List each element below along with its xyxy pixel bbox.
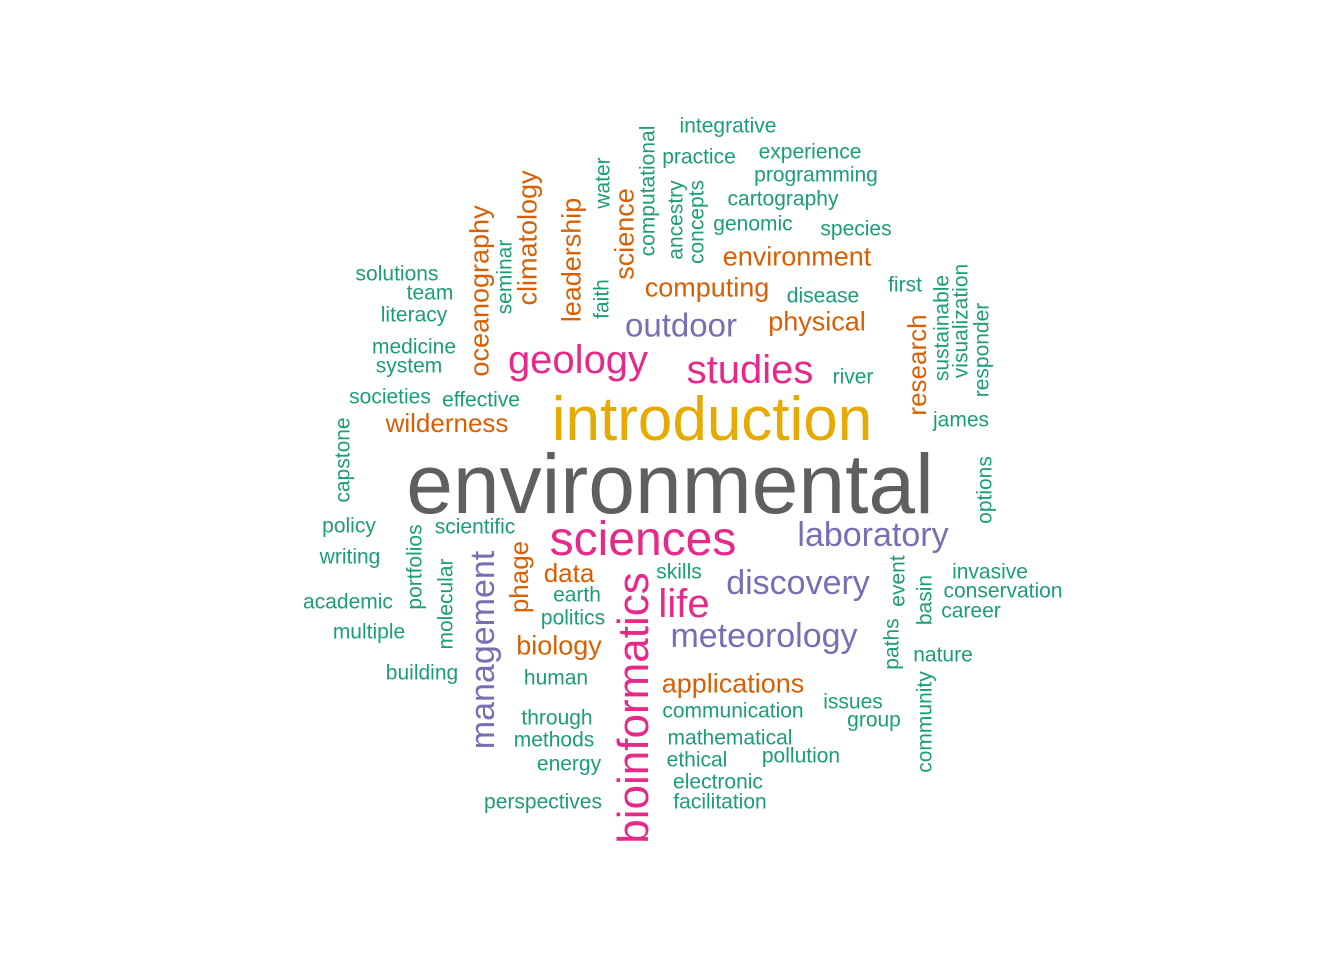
word-sciences: sciences [549,513,737,566]
word-visualization: visualization [949,263,973,379]
word-issues: issues [823,690,883,714]
word-pollution: pollution [761,744,841,768]
word-mathematical: mathematical [667,726,793,750]
word-research: research [902,314,932,416]
word-communication: communication [662,699,804,723]
word-applications: applications [661,668,805,699]
word-system: system [375,354,443,378]
word-water: water [591,157,615,209]
word-programming: programming [754,163,878,187]
word-responder: responder [970,302,994,398]
word-earth: earth [553,583,601,607]
word-capstone: capstone [331,417,355,503]
word-team: team [406,281,454,305]
word-literacy: literacy [380,303,448,327]
word-energy: energy [536,752,602,776]
word-first: first [888,273,922,297]
word-facilitation: facilitation [673,790,767,814]
word-discovery: discovery [726,564,870,602]
word-career: career [941,599,1001,623]
word-policy: policy [322,514,376,538]
word-ancestry: ancestry [664,180,688,260]
word-methods: methods [513,728,595,752]
word-societies: societies [349,385,431,409]
word-medicine: medicine [371,335,457,359]
word-invasive: invasive [952,560,1028,584]
word-river: river [832,365,874,389]
word-human: human [523,666,589,690]
word-species: species [820,217,892,241]
word-concepts: concepts [685,179,709,265]
word-wilderness: wilderness [385,408,509,438]
word-studies: studies [686,348,814,392]
word-seminar: seminar [493,239,517,315]
word-environmental: environmental [406,437,934,531]
word-group: group [847,708,901,732]
word-solutions: solutions [355,262,439,286]
word-writing: writing [319,545,381,569]
word-options: options [973,456,997,524]
word-event: event [886,555,910,607]
word-conservation: conservation [943,579,1063,603]
word-building: building [385,661,459,685]
word-paths: paths [880,618,904,670]
word-bioinformatics: bioinformatics [609,572,658,844]
word-climatology: climatology [512,170,543,306]
word-biology: biology [516,630,602,661]
word-oceanography: oceanography [464,205,495,377]
word-skills: skills [656,560,702,584]
word-outdoor: outdoor [625,306,737,344]
word-disease: disease [786,284,860,308]
word-practice: practice [662,145,736,169]
word-data: data [543,558,595,588]
word-ethical: ethical [666,748,728,772]
word-perspectives: perspectives [484,790,602,814]
word-integrative: integrative [679,114,777,138]
word-meteorology: meteorology [670,617,858,655]
word-phage: phage [504,540,534,614]
word-leadership: leadership [556,197,587,323]
word-faith: faith [590,279,614,319]
word-through: through [521,706,593,730]
word-genomic: genomic [713,212,793,236]
word-introduction: introduction [551,385,873,454]
word-james: james [932,408,990,432]
word-laboratory: laboratory [797,516,949,554]
word-community: community [913,671,937,773]
word-scientific: scientific [434,515,516,539]
word-science: science [609,188,640,280]
word-computing: computing [644,272,770,303]
word-academic: academic [303,590,393,614]
word-nature: nature [913,643,973,667]
word-life: life [658,582,710,626]
word-electronic: electronic [673,770,763,794]
word-multiple: multiple [332,620,406,644]
word-effective: effective [442,388,520,412]
word-environment: environment [722,241,872,272]
word-cartography: cartography [727,187,839,211]
word-experience: experience [758,140,862,164]
word-molecular: molecular [434,558,458,650]
word-portfolios: portfolios [403,524,427,610]
word-politics: politics [540,606,606,630]
word-physical: physical [768,306,866,337]
word-basin: basin [913,574,937,626]
word-geology: geology [507,338,649,382]
word-computational: computational [636,125,660,257]
word-management: management [464,550,502,750]
